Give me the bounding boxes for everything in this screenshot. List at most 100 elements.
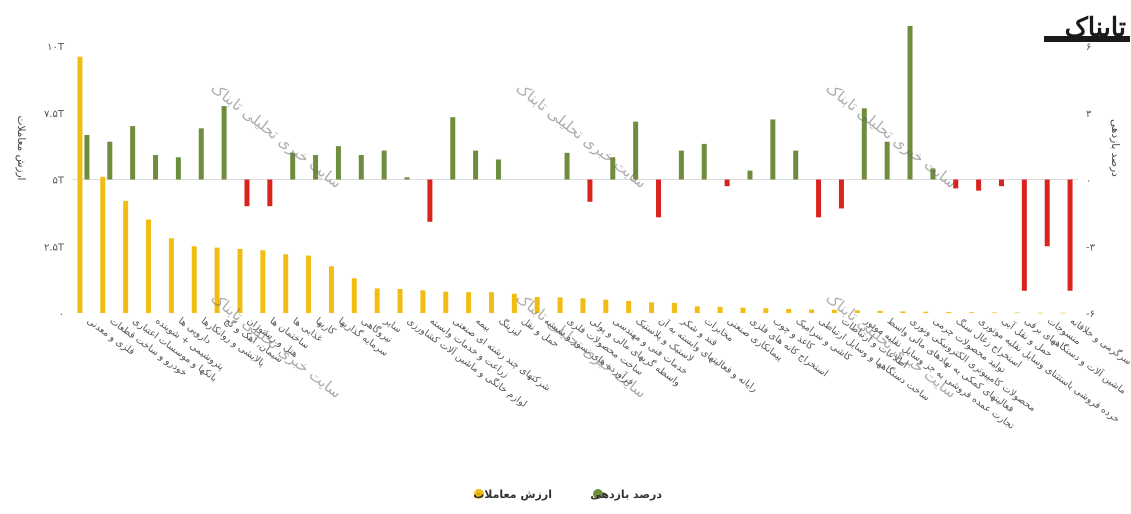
return-bar-negative xyxy=(587,179,593,202)
logo-underline xyxy=(1044,36,1130,42)
right-axis-ticks: -۶ -۳ ۰ ۳ ۶ xyxy=(1086,42,1096,320)
trade-value-bar xyxy=(488,292,494,313)
trade-value-bar xyxy=(786,308,792,313)
return-bar-positive xyxy=(678,150,684,180)
trade-value-bar xyxy=(306,255,312,313)
return-bar-positive xyxy=(175,157,181,180)
trade-value-bar xyxy=(969,312,975,313)
return-bar-negative xyxy=(998,179,1004,187)
return-bar-positive xyxy=(907,25,913,180)
left-tick-label: ۱۰T xyxy=(47,42,65,53)
left-tick-label: ۰ xyxy=(59,309,64,320)
right-tick-label: ۶ xyxy=(1086,42,1091,53)
left-tick-label: ۷.۵T xyxy=(44,109,65,120)
return-bar-positive xyxy=(564,152,570,180)
category-label: لیزینگ xyxy=(496,315,523,339)
trade-value-bar xyxy=(809,309,815,313)
trade-value-bar xyxy=(877,310,883,313)
left-axis-ticks: ۰ ۲.۵T ۵T ۷.۵T ۱۰T xyxy=(44,42,65,320)
trade-value-bar xyxy=(214,247,220,313)
logo-text: تابناک xyxy=(1065,13,1126,43)
trade-value-bar xyxy=(100,176,106,313)
trade-value-bar xyxy=(694,306,700,313)
trade-value-bar xyxy=(168,238,174,313)
trade-value-bar xyxy=(626,300,632,313)
return-bar-positive xyxy=(84,135,90,180)
trade-value-bar xyxy=(717,306,723,313)
return-bar-negative xyxy=(656,179,662,218)
trade-value-bar xyxy=(580,298,586,313)
return-bar-positive xyxy=(473,150,479,180)
return-bar-positive xyxy=(107,141,113,180)
return-bar-negative xyxy=(1067,179,1073,291)
return-bar-positive xyxy=(358,155,364,180)
legend-swatch-return xyxy=(593,489,603,499)
return-bar-positive xyxy=(793,150,799,180)
watermark-text: سایت خبری تحلیلی تابناک xyxy=(513,79,651,192)
trade-value-bar xyxy=(123,200,129,313)
trade-value-bar xyxy=(534,296,540,313)
return-percent-bars xyxy=(84,25,1073,291)
return-bar-positive xyxy=(404,177,410,180)
trade-value-bar xyxy=(420,290,426,313)
right-tick-label: -۳ xyxy=(1086,242,1096,253)
return-bar-positive xyxy=(701,143,707,180)
return-bar-positive xyxy=(770,119,776,180)
trade-value-bar xyxy=(351,278,357,313)
watermark-text: سایت خبری تحلیلی تابناک xyxy=(823,79,961,192)
trade-value-bar xyxy=(603,299,609,313)
left-axis-title: ارزش معاملات xyxy=(15,116,27,181)
trade-value-bars xyxy=(77,56,1066,314)
return-bar-negative xyxy=(1021,179,1027,291)
trade-value-bar xyxy=(237,248,243,313)
trade-value-bar xyxy=(466,292,472,313)
trade-value-bar xyxy=(443,291,449,313)
trade-value-bar xyxy=(260,250,266,313)
trade-value-bar xyxy=(831,309,837,313)
right-tick-label: -۶ xyxy=(1086,309,1095,320)
trade-value-bar xyxy=(283,254,289,313)
legend: ارزش معاملات درصد بازدهی xyxy=(473,488,662,501)
trade-value-bar xyxy=(854,310,860,313)
trade-value-bar xyxy=(397,288,403,313)
return-bar-positive xyxy=(884,141,890,180)
return-bar-negative xyxy=(427,179,433,222)
return-bar-positive xyxy=(450,117,456,180)
return-bar-negative xyxy=(838,179,844,209)
trade-value-bar xyxy=(991,312,997,314)
trade-value-bar xyxy=(77,56,83,314)
trade-value-bar xyxy=(1060,312,1066,314)
return-bar-negative xyxy=(976,179,982,191)
return-bar-positive xyxy=(495,159,501,180)
trade-value-bar xyxy=(923,311,929,313)
return-bar-negative xyxy=(816,179,822,218)
return-bar-positive xyxy=(381,150,387,180)
trade-value-bar xyxy=(328,266,334,313)
return-bar-negative xyxy=(1044,179,1050,247)
trade-value-bar xyxy=(763,308,769,313)
trade-value-bar xyxy=(191,246,197,313)
return-bar-positive xyxy=(290,152,296,180)
trade-value-bar xyxy=(649,302,655,313)
trade-value-bar xyxy=(900,311,906,313)
return-bar-negative xyxy=(953,179,959,189)
return-bar-positive xyxy=(335,146,341,180)
return-bar-positive xyxy=(130,126,136,180)
left-tick-label: ۵T xyxy=(53,176,65,187)
trade-value-bar xyxy=(1014,312,1020,314)
trade-value-bar xyxy=(146,219,152,313)
return-bar-negative xyxy=(267,179,273,207)
trade-value-bar xyxy=(1037,312,1043,314)
return-bar-negative xyxy=(724,179,730,187)
watermark-text: سایت خبری تحلیلی تابناک xyxy=(208,79,346,192)
left-tick-label: ۲.۵T xyxy=(44,242,65,253)
trade-value-bar xyxy=(557,297,563,313)
legend-label-return: درصد بازدهی xyxy=(590,488,662,501)
return-bar-positive xyxy=(861,108,867,180)
right-tick-label: ۰ xyxy=(1086,176,1091,187)
tabnak-logo: تابناک xyxy=(1044,13,1130,43)
right-axis-title: درصد بازدهی xyxy=(1109,119,1121,177)
trade-value-bar xyxy=(671,302,677,313)
trade-value-bar xyxy=(374,288,380,313)
trade-value-bar xyxy=(740,307,746,313)
